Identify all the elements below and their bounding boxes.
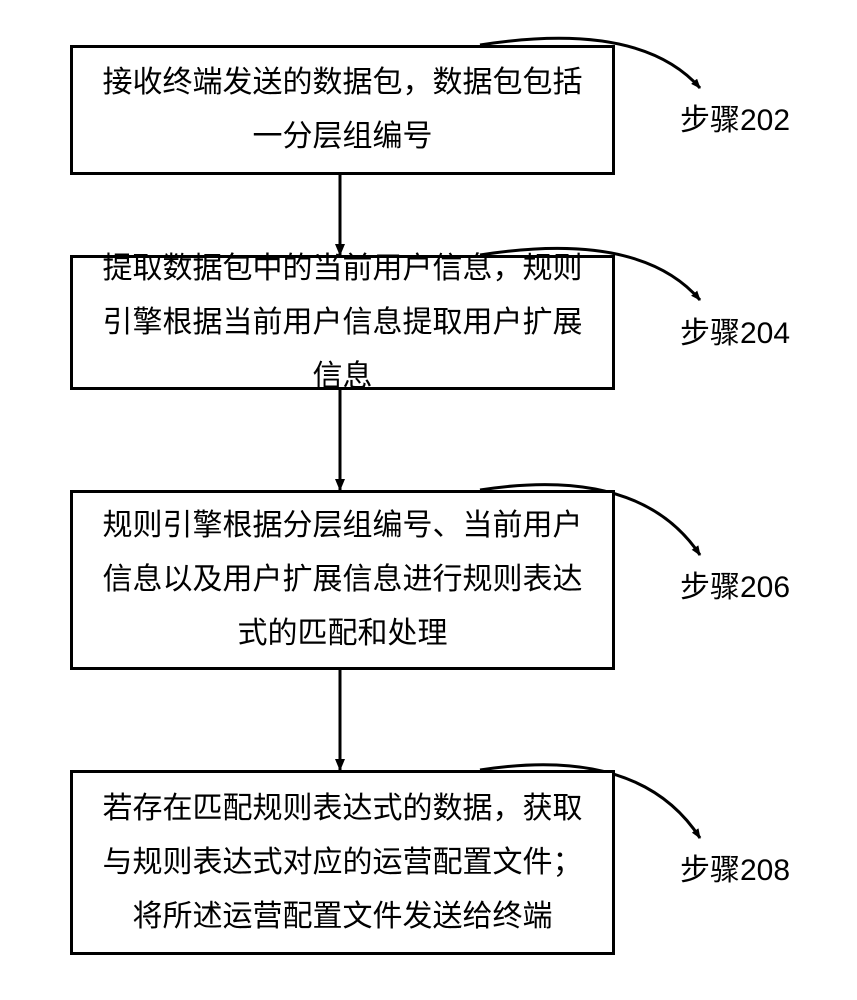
step-label-l208: 步骤208 xyxy=(680,845,790,889)
step-label-l204: 步骤204 xyxy=(680,308,790,352)
flowchart-canvas: 接收终端发送的数据包，数据包包括一分层组编号提取数据包中的当前用户信息，规则引擎… xyxy=(0,0,857,1000)
step-label-l202: 步骤202 xyxy=(680,95,790,139)
step-label-l206: 步骤206 xyxy=(680,562,790,606)
flow-step-b204: 提取数据包中的当前用户信息，规则引擎根据当前用户信息提取用户扩展信息 xyxy=(70,255,615,390)
flow-step-b206: 规则引擎根据分层组编号、当前用户信息以及用户扩展信息进行规则表达式的匹配和处理 xyxy=(70,490,615,670)
flow-step-b208: 若存在匹配规则表达式的数据，获取与规则表达式对应的运营配置文件；将所述运营配置文… xyxy=(70,770,615,955)
flow-step-b202: 接收终端发送的数据包，数据包包括一分层组编号 xyxy=(70,45,615,175)
